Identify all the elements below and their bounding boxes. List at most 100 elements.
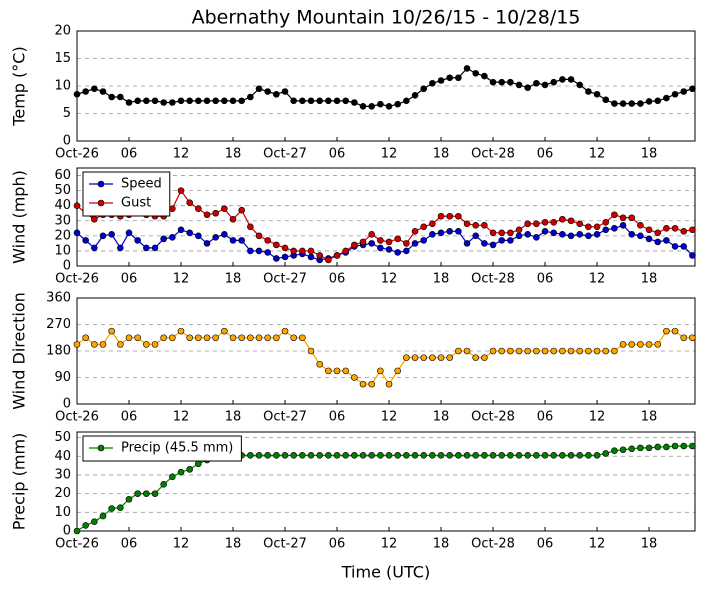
data-point [195, 97, 202, 105]
data-point [628, 445, 636, 453]
data-point [463, 240, 471, 247]
data-point [498, 229, 506, 237]
data-point [108, 93, 115, 101]
data-point [151, 244, 159, 252]
data-point [593, 90, 601, 98]
data-point [403, 247, 410, 255]
data-point [186, 97, 193, 105]
data-point [117, 93, 124, 101]
y-tick-label: 20 [54, 228, 71, 243]
data-point [671, 90, 679, 98]
x-tick-label: Oct-27 [263, 537, 307, 552]
data-point [645, 444, 653, 452]
data-point [515, 347, 523, 355]
data-point [73, 90, 81, 98]
data-point [541, 452, 549, 459]
data-point [637, 232, 644, 240]
data-point [169, 334, 176, 342]
data-point [177, 327, 185, 335]
data-point [489, 347, 497, 355]
data-point [654, 229, 662, 237]
legend-label: Precip (45.5 mm) [121, 441, 233, 456]
data-point [359, 103, 367, 110]
data-point [481, 72, 488, 80]
data-point [212, 334, 219, 342]
data-point [550, 229, 558, 237]
data-point [628, 341, 636, 348]
data-point [351, 452, 358, 459]
x-tick-label: 12 [173, 537, 190, 552]
data-point [541, 347, 549, 355]
data-point [585, 88, 592, 95]
data-point [472, 232, 480, 240]
data-point [455, 228, 462, 235]
data-point [264, 249, 271, 256]
data-point [611, 225, 618, 232]
data-point [203, 240, 211, 247]
data-point [429, 79, 436, 87]
data-point [611, 447, 618, 454]
x-tick-label: 18 [641, 272, 658, 287]
data-point [385, 103, 393, 110]
data-point [325, 367, 332, 375]
y-tick-label: 10 [54, 505, 71, 520]
data-point [567, 217, 575, 225]
x-tick-label: 18 [225, 272, 242, 287]
data-point [559, 231, 566, 238]
data-point [628, 231, 636, 238]
data-point [394, 452, 402, 459]
data-point [645, 98, 653, 105]
data-point [472, 70, 480, 77]
data-point [264, 237, 271, 244]
data-point [619, 100, 627, 107]
data-point [593, 347, 601, 355]
data-point [645, 226, 653, 234]
y-tick-label: 20 [54, 486, 71, 501]
data-point [91, 341, 98, 348]
data-point [585, 232, 592, 240]
data-point [255, 334, 263, 342]
data-point [602, 226, 610, 234]
data-point [134, 490, 141, 497]
data-point [637, 444, 644, 452]
data-point [134, 237, 141, 244]
data-point [212, 97, 219, 105]
data-point [645, 341, 653, 348]
data-point [463, 347, 471, 355]
x-tick-label: 06 [537, 272, 554, 287]
data-point [446, 212, 454, 220]
x-tick-label: Oct-27 [263, 410, 307, 425]
data-point [472, 221, 480, 229]
data-point [463, 65, 471, 72]
x-tick-label: Oct-27 [263, 147, 307, 162]
x-tick-label: 18 [433, 147, 450, 162]
data-point [82, 88, 89, 95]
data-point [637, 341, 644, 348]
data-point [550, 347, 558, 355]
y-tick-label: 360 [46, 291, 71, 306]
data-point [125, 495, 133, 503]
data-point [654, 238, 662, 246]
data-point [342, 247, 349, 255]
data-point [255, 232, 263, 240]
data-point [91, 244, 98, 252]
data-point [576, 81, 584, 89]
data-point [186, 199, 193, 206]
x-tick-label: 18 [433, 537, 450, 552]
data-point [524, 84, 532, 91]
data-point [507, 78, 514, 86]
data-point [541, 81, 549, 89]
data-point [689, 334, 696, 342]
data-point [524, 220, 532, 228]
data-point [515, 81, 523, 89]
plot-frame [76, 297, 696, 405]
data-point [576, 220, 584, 228]
data-point [481, 240, 488, 247]
data-point [446, 452, 454, 459]
data-point [333, 452, 341, 459]
x-tick-label: Oct-26 [55, 147, 99, 162]
data-point [134, 334, 141, 342]
x-tick-label: 12 [589, 410, 606, 425]
data-point [498, 78, 506, 86]
